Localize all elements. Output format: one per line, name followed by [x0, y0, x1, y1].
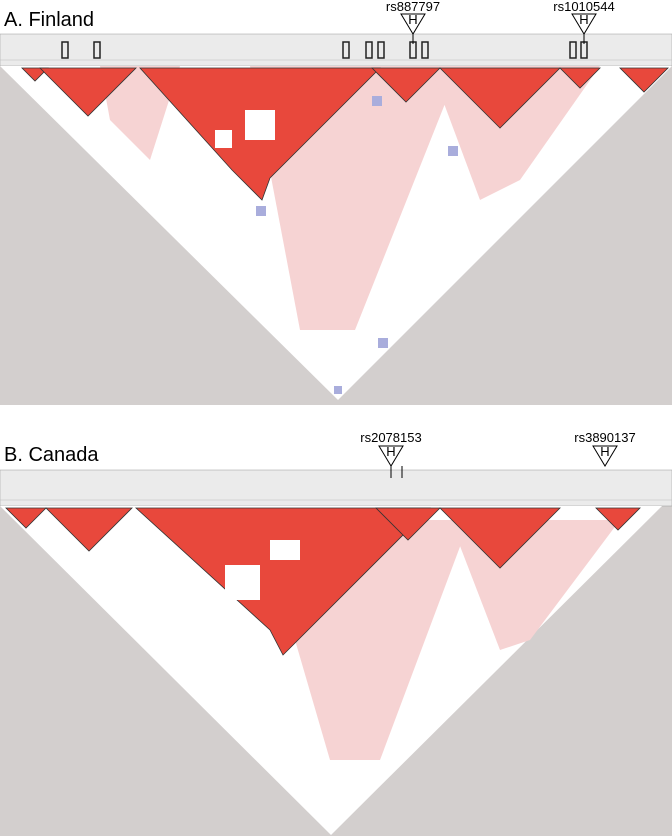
snp-header	[0, 33, 672, 67]
marker-label: rs1010544	[553, 0, 614, 14]
marker-triangle	[571, 13, 597, 35]
marker-symbol: H	[600, 444, 609, 459]
panel-title: A. Finland	[4, 9, 94, 31]
marker-symbol: H	[408, 12, 417, 27]
marker-b2: rs3890137 H	[574, 430, 636, 467]
marker-triangle	[378, 445, 404, 467]
ld-blue	[256, 96, 458, 394]
marker-symbol: H	[386, 444, 395, 459]
marker-triangle	[400, 13, 426, 35]
marker-b1: rs2078153 H	[360, 430, 422, 478]
ld-holes	[215, 110, 275, 148]
marker-label: rs2078153	[360, 430, 421, 445]
ld-red	[5, 507, 641, 656]
panel-b-top	[0, 405, 672, 470]
marker-label: rs3890137	[574, 430, 635, 445]
marker-a2: rs1010544 H	[553, 0, 615, 44]
marker-symbol: H	[579, 12, 588, 27]
snp-header	[0, 469, 672, 507]
panel-a-top	[0, 0, 672, 34]
snp-boxes	[61, 41, 588, 59]
marker-a1: rs887797 H	[386, 0, 440, 44]
ld-holes	[225, 540, 300, 600]
marker-triangle	[592, 445, 618, 467]
panel-title: B. Canada	[4, 444, 99, 466]
marker-label: rs887797	[386, 0, 440, 14]
